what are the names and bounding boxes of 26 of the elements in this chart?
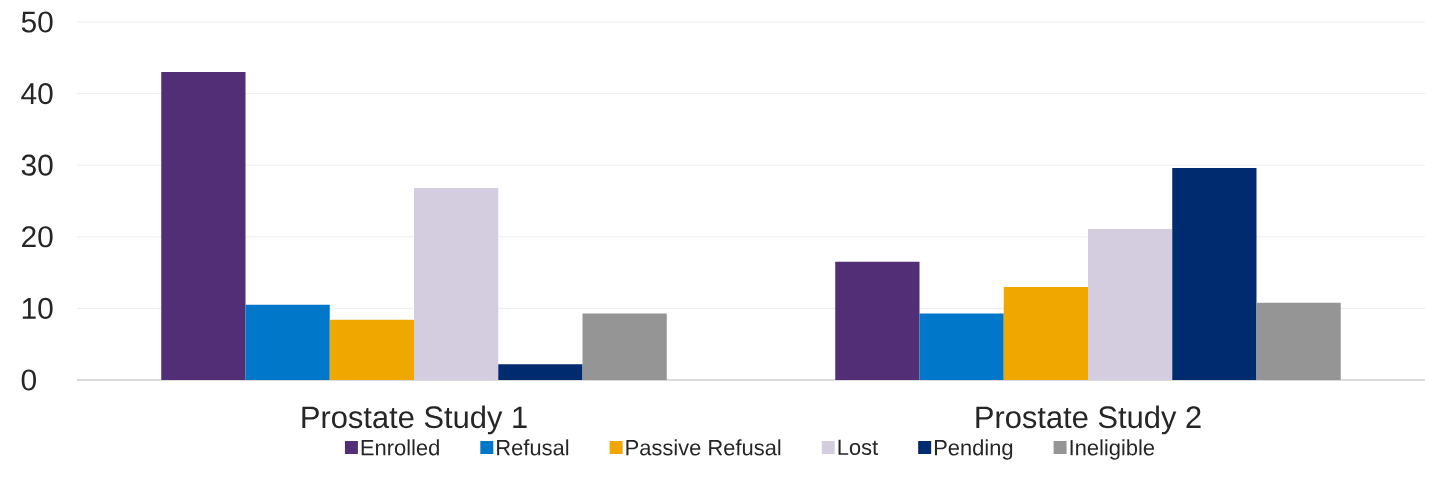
legend-label: Enrolled <box>361 439 439 456</box>
legend-label: Refusal <box>497 439 569 456</box>
bar <box>329 319 415 380</box>
y-tick-label: 20 <box>22 226 53 248</box>
bar <box>414 188 499 380</box>
bar <box>1088 228 1173 380</box>
y-tick-label: 50 <box>21 11 53 33</box>
y-tick-label: 0 <box>21 369 36 391</box>
bar <box>582 313 667 380</box>
legend-label: Lost <box>838 439 879 456</box>
legend-label: Pending <box>934 439 1013 460</box>
bar <box>161 72 246 380</box>
bar <box>1003 286 1088 380</box>
bar <box>1256 302 1341 380</box>
x-tick-label: Prostate Study 1 <box>302 405 527 435</box>
x-tick-label: Prostate Study 2 <box>976 405 1201 435</box>
bar <box>1172 168 1257 380</box>
y-tick-label: 30 <box>21 154 53 176</box>
legend-label: Passive Refusal <box>626 439 781 456</box>
bar <box>835 261 920 380</box>
legend-label: Ineligible <box>1070 439 1155 460</box>
y-tick-label: 10 <box>22 297 53 319</box>
bar <box>245 304 330 380</box>
bar <box>919 313 1004 380</box>
bar <box>498 364 583 380</box>
y-tick-label: 40 <box>21 83 53 105</box>
